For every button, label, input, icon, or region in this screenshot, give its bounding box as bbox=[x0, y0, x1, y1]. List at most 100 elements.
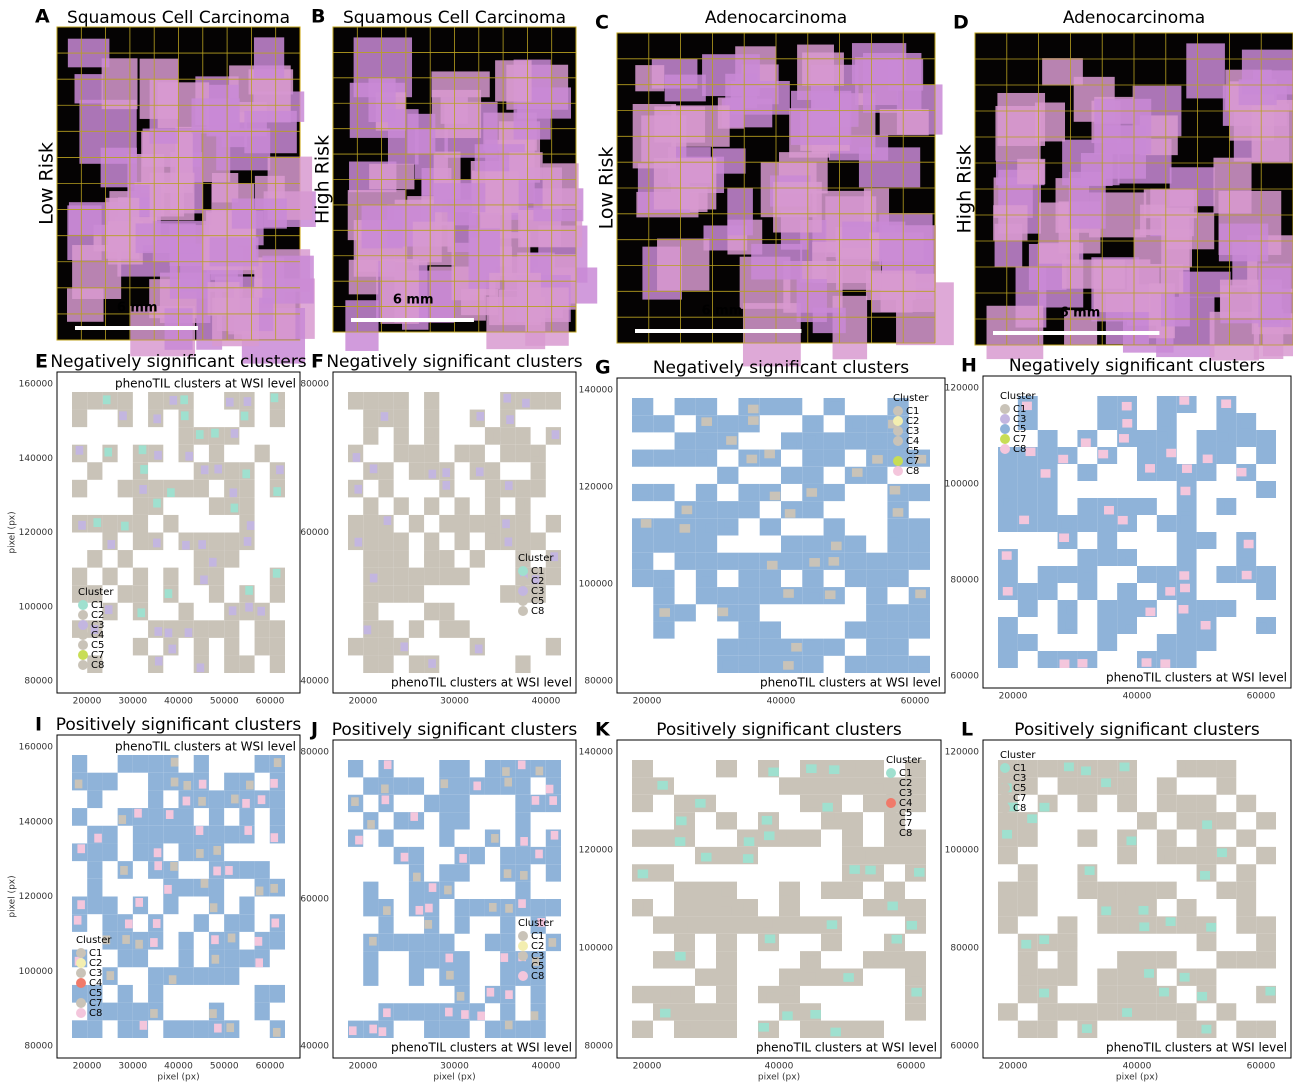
subtitle: phenoTIL clusters at WSI level bbox=[391, 1041, 572, 1055]
tile bbox=[163, 1020, 178, 1038]
tile bbox=[500, 585, 515, 603]
tile bbox=[439, 620, 454, 638]
tile-accent bbox=[915, 590, 926, 599]
tile-accent bbox=[379, 1027, 387, 1036]
tile bbox=[363, 497, 378, 515]
tile-accent bbox=[675, 952, 686, 961]
tile-accent bbox=[1179, 571, 1189, 580]
tile-accent bbox=[638, 488, 649, 497]
tile bbox=[409, 969, 424, 986]
tile bbox=[887, 518, 908, 535]
tile-accent bbox=[77, 844, 85, 853]
y-tick-label: 40000 bbox=[300, 1042, 329, 1052]
tile bbox=[455, 568, 470, 586]
x-tick-label: 20000 bbox=[999, 692, 1028, 702]
tile-accent bbox=[214, 465, 222, 474]
tile bbox=[1216, 413, 1236, 430]
tile-accent bbox=[425, 904, 433, 913]
tile bbox=[409, 445, 424, 463]
tile-accent bbox=[491, 518, 499, 527]
tile-accent bbox=[1039, 803, 1049, 812]
scale-label: 6 mm bbox=[702, 304, 743, 319]
tile bbox=[394, 550, 409, 568]
tile-accent bbox=[504, 869, 512, 878]
tile bbox=[1018, 882, 1038, 899]
tile bbox=[148, 826, 163, 844]
tissue bbox=[262, 256, 313, 304]
tile-accent bbox=[518, 760, 526, 769]
tile bbox=[632, 570, 653, 587]
tile bbox=[760, 656, 781, 673]
tile bbox=[674, 795, 695, 812]
tile-accent bbox=[1201, 1025, 1211, 1034]
tile bbox=[439, 830, 454, 847]
y-tick-label: 80000 bbox=[300, 748, 329, 758]
tile-accent bbox=[657, 781, 668, 790]
tile bbox=[424, 445, 439, 463]
tile-accent bbox=[1160, 954, 1170, 963]
tile bbox=[866, 587, 887, 604]
tissue bbox=[665, 75, 706, 102]
tile bbox=[409, 777, 424, 794]
tile bbox=[863, 760, 884, 777]
tile-accent bbox=[154, 627, 162, 636]
tile bbox=[781, 467, 802, 484]
tile bbox=[133, 533, 148, 551]
tile-accent bbox=[257, 607, 265, 616]
tile bbox=[1157, 795, 1177, 812]
legend-title: Cluster bbox=[893, 393, 929, 404]
tile bbox=[1018, 899, 1038, 916]
tile bbox=[255, 985, 270, 1003]
tile bbox=[118, 585, 133, 603]
tile-accent bbox=[1244, 540, 1254, 549]
tile bbox=[148, 755, 163, 773]
tile bbox=[632, 398, 653, 415]
tile bbox=[863, 795, 884, 812]
tile bbox=[515, 655, 530, 673]
figure: ASquamous Cell Carcinoma6 mmLow RiskBSqu… bbox=[0, 0, 1293, 1083]
tile-accent bbox=[139, 485, 147, 494]
tile bbox=[546, 515, 561, 533]
subtitle: phenoTIL clusters at WSI level bbox=[756, 1041, 937, 1055]
tile bbox=[1077, 515, 1097, 532]
tile bbox=[148, 773, 163, 791]
tile bbox=[515, 533, 530, 551]
tile-accent bbox=[183, 781, 191, 790]
panel-title: Negatively significant clusters bbox=[1009, 356, 1265, 376]
tile bbox=[1018, 481, 1038, 498]
tile bbox=[998, 515, 1018, 532]
tissue bbox=[1239, 79, 1277, 105]
panel-letter: L bbox=[961, 719, 973, 741]
tile-accent bbox=[1078, 659, 1088, 668]
legend-swatch bbox=[76, 958, 86, 968]
tile bbox=[1097, 532, 1117, 549]
tile bbox=[1018, 634, 1038, 651]
tile-accent bbox=[919, 557, 930, 566]
tile-accent bbox=[1159, 988, 1169, 997]
tile bbox=[224, 462, 239, 480]
tile bbox=[1157, 515, 1177, 532]
tile bbox=[1137, 882, 1157, 899]
tile bbox=[378, 655, 393, 673]
tile bbox=[439, 795, 454, 812]
tile bbox=[824, 432, 845, 449]
tile bbox=[1038, 583, 1058, 600]
tissue bbox=[140, 59, 179, 119]
tile bbox=[802, 501, 823, 518]
tile-accent bbox=[229, 606, 237, 615]
tile-accent bbox=[505, 1021, 513, 1030]
y-tick-label: 140000 bbox=[19, 817, 54, 827]
legend-swatch bbox=[518, 931, 528, 941]
tile bbox=[455, 864, 470, 881]
tile bbox=[1038, 447, 1058, 464]
tile-accent bbox=[1004, 498, 1014, 507]
panel-title: Negatively significant clusters bbox=[326, 352, 582, 372]
tile bbox=[1097, 1003, 1117, 1020]
legend-swatch bbox=[886, 778, 896, 788]
tile-accent bbox=[1223, 885, 1233, 894]
tile bbox=[363, 603, 378, 621]
tile-accent bbox=[764, 831, 775, 840]
tile-accent bbox=[256, 887, 264, 896]
tile bbox=[845, 536, 866, 553]
tile bbox=[515, 882, 530, 899]
